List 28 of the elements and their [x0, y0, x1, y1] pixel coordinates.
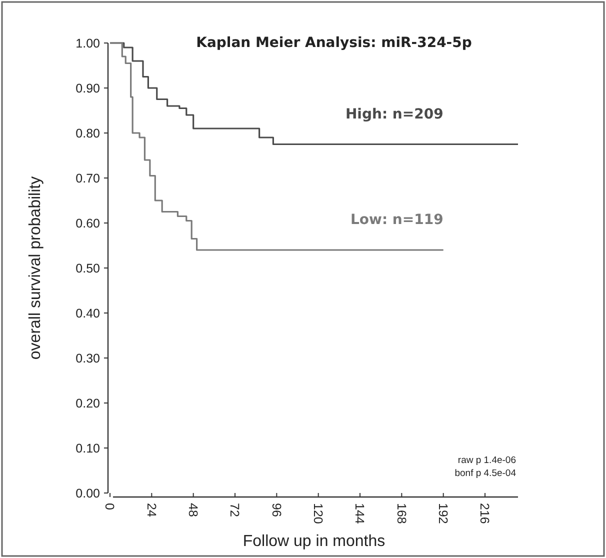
- series-label: High: n=209: [345, 106, 444, 122]
- y-tick-label: 0.80: [76, 126, 100, 140]
- x-axis-title: Follow up in months: [242, 533, 386, 550]
- x-tick-label: 96: [269, 503, 284, 517]
- y-tick-label: 0.00: [76, 486, 100, 500]
- y-tick-label: 0.20: [76, 396, 100, 410]
- x-tick-label: 72: [228, 503, 242, 517]
- chart-title: Kaplan Meier Analysis: miR-324-5p: [196, 35, 472, 51]
- x-tick-label: 24: [144, 503, 158, 517]
- y-tick-label: 1.00: [76, 36, 100, 50]
- y-tick-label: 0.50: [76, 261, 100, 276]
- x-tick-label: 120: [310, 503, 325, 524]
- y-tick-label: 0.70: [76, 171, 100, 186]
- y-tick-label: 0.40: [76, 306, 100, 320]
- y-tick-label: 0.30: [76, 351, 100, 366]
- x-tick-label: 168: [394, 503, 408, 524]
- y-tick-label: 0.10: [76, 441, 100, 456]
- series-label: Low: n=119: [350, 212, 444, 228]
- annotation: raw p 1.4e-06: [458, 455, 516, 466]
- y-axis-title: overall survival probability: [27, 176, 44, 360]
- x-tick-label: 216: [478, 503, 492, 524]
- annotation: bonf p 4.5e-04: [454, 468, 516, 479]
- x-tick-label: 192: [436, 503, 450, 524]
- x-tick-label: 0: [102, 503, 117, 510]
- y-tick-label: 0.90: [76, 81, 100, 96]
- y-tick-label: 0.60: [76, 216, 100, 230]
- x-tick-label: 48: [186, 503, 200, 517]
- x-tick-label: 144: [352, 503, 367, 524]
